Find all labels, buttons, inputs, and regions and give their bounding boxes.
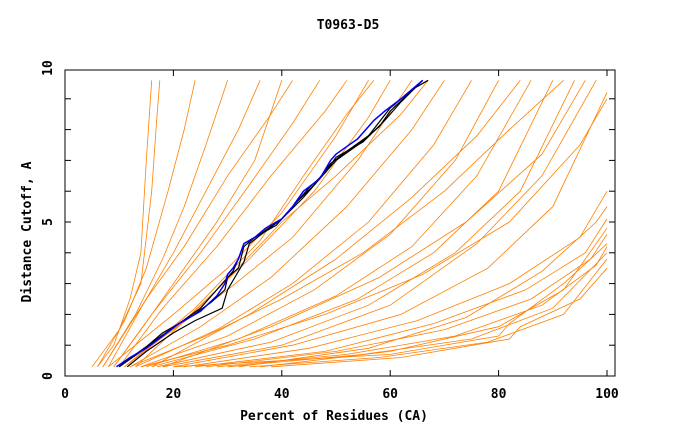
series-line-other: [124, 80, 391, 368]
series-line-other: [102, 80, 228, 368]
series-line-other: [140, 80, 499, 368]
series-line-other: [173, 92, 608, 368]
series-line-other: [129, 80, 445, 368]
series-line-other: [146, 80, 532, 368]
series-line-other: [135, 80, 472, 368]
y-tick-label: 5: [41, 218, 56, 226]
y-tick-label: 0: [41, 372, 56, 380]
series-line-other: [91, 80, 161, 368]
series-line-other: [238, 206, 608, 368]
series-line-other: [195, 218, 608, 368]
plot-lines: [91, 79, 608, 368]
series-line-other: [108, 80, 369, 368]
series-line-other: [113, 80, 283, 368]
series-line-other: [151, 80, 521, 368]
plot-frame: [64, 69, 616, 377]
x-tick-label: 100: [595, 387, 619, 402]
series-line-other: [270, 267, 608, 368]
series-line-other: [140, 98, 608, 368]
series-line-other: [97, 80, 153, 368]
x-axis-label: Percent of Residues (CA): [240, 409, 428, 424]
series-line-other: [260, 227, 608, 368]
x-tick-label: 40: [274, 387, 290, 402]
series-line-other: [135, 80, 429, 368]
series-line-other: [162, 80, 586, 368]
series-line-other: [124, 80, 375, 368]
series-line-other: [108, 80, 261, 367]
x-tick-label: 60: [382, 387, 398, 402]
y-axis-label: Distance Cutoff, A: [20, 161, 35, 302]
series-line-other: [184, 190, 608, 368]
x-tick-label: 20: [166, 387, 182, 402]
axis-ticks: [64, 70, 615, 376]
series-line-other: [205, 234, 608, 368]
series-line-other: [151, 80, 554, 368]
series-line-other: [173, 243, 608, 368]
series-line-other: [129, 80, 564, 368]
series-line-other: [102, 80, 293, 368]
chart-title: T0963-D5: [317, 18, 380, 33]
x-tick-label: 0: [61, 387, 69, 402]
series-line-other: [118, 80, 348, 368]
series-line-other: [216, 246, 608, 368]
series-line-other: [162, 80, 597, 368]
y-tick-label: 10: [41, 60, 56, 76]
series-line-highlight: [116, 79, 424, 368]
x-tick-label: 80: [491, 387, 507, 402]
series-line-other: [249, 258, 608, 368]
